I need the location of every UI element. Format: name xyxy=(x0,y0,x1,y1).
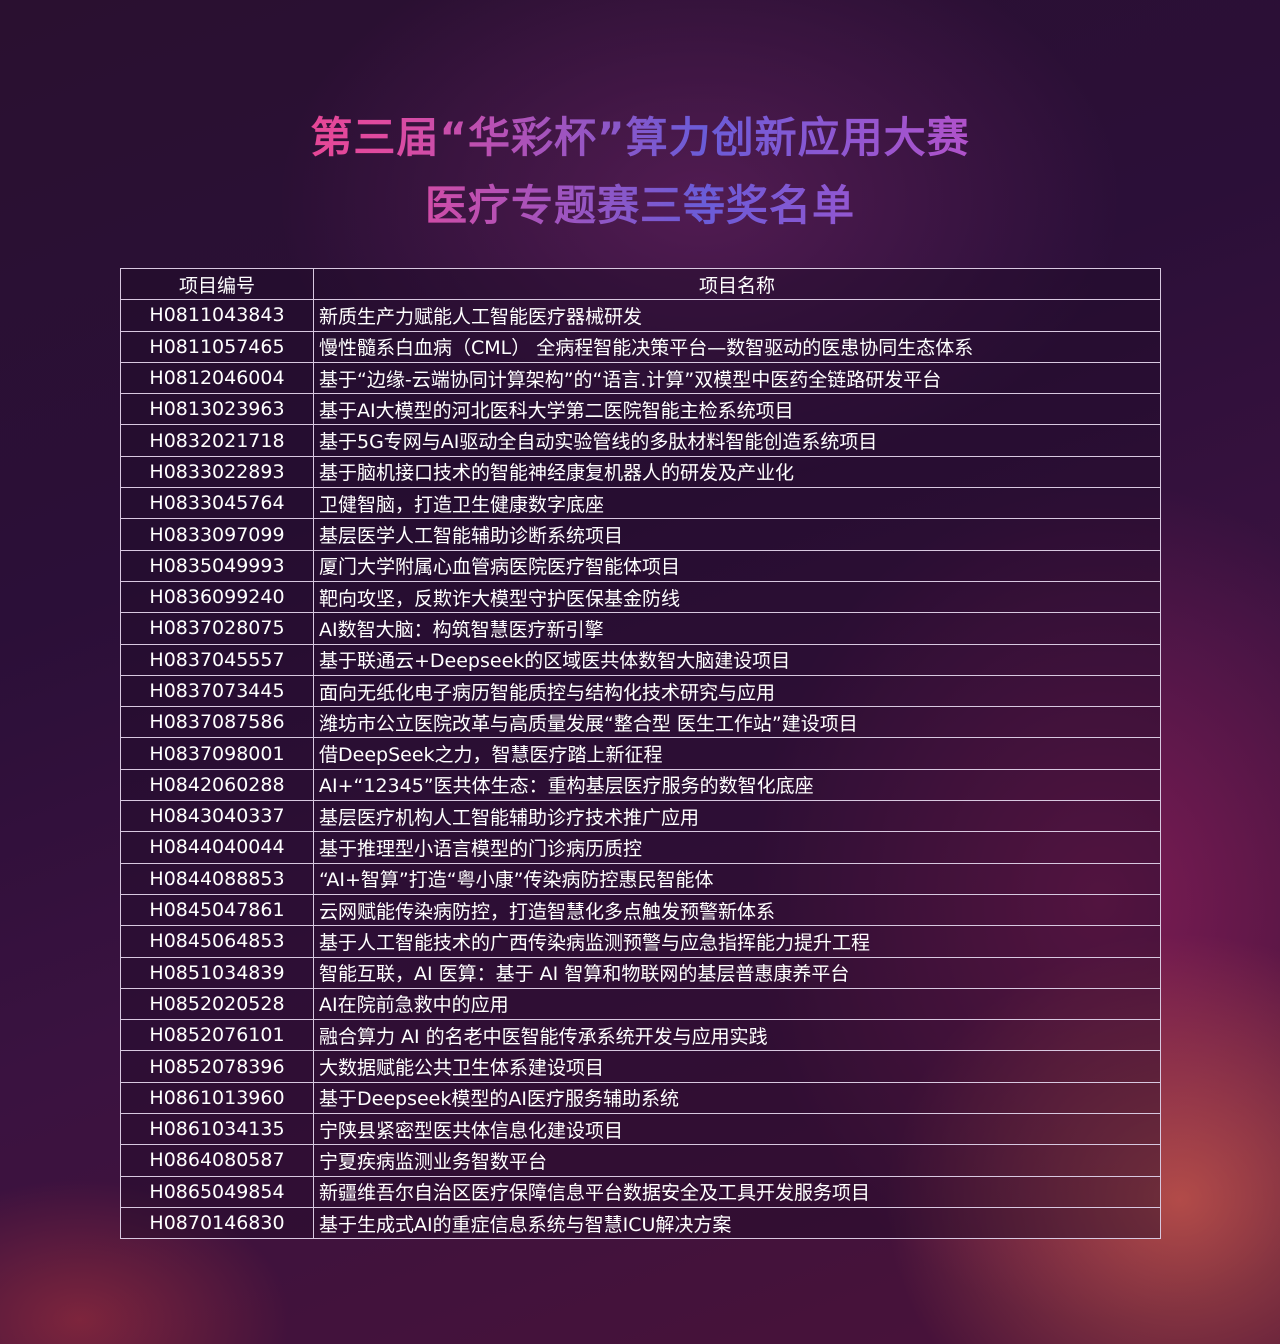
table-row: H0833097099 基层医学人工智能辅助诊断系统项目 xyxy=(120,518,1161,551)
project-name: 基于人工智能技术的广西传染病监测预警与应急指挥能力提升工程 xyxy=(313,925,1161,958)
project-id: H0844088853 xyxy=(120,862,314,895)
project-name: 宁陕县紧密型医共体信息化建设项目 xyxy=(313,1113,1161,1146)
table-row: H0865049854 新疆维吾尔自治区医疗保障信息平台数据安全及工具开发服务项目 xyxy=(120,1175,1161,1208)
project-name: 新质生产力赋能人工智能医疗器械研发 xyxy=(313,299,1161,332)
project-name: 潍坊市公立医院改革与高质量发展“整合型 医生工作站”建设项目 xyxy=(313,706,1161,739)
table-row: H0837087586 潍坊市公立医院改革与高质量发展“整合型 医生工作站”建设项… xyxy=(120,706,1161,739)
table-row: H0851034839 智能互联，AI 医算：基于 AI 智算和物联网的基层普惠康… xyxy=(120,956,1161,989)
table-row: H0837098001 借DeepSeek之力，智慧医疗踏上新征程 xyxy=(120,737,1161,770)
project-name: 基于生成式AI的重症信息系统与智慧ICU解决方案 xyxy=(313,1206,1161,1240)
project-id: H0837073445 xyxy=(120,674,314,708)
project-id: H0813023963 xyxy=(120,393,314,426)
project-name: 基于“边缘-云端协同计算架构”的“语言.计算”双模型中医药全链路研发平台 xyxy=(313,361,1161,395)
project-id: H0835049993 xyxy=(120,549,314,582)
project-id: H0812046004 xyxy=(120,361,314,395)
table-header-row: 项目编号 项目名称 xyxy=(120,267,1161,301)
project-name: 基层医学人工智能辅助诊断系统项目 xyxy=(313,518,1161,551)
project-id: H0837028075 xyxy=(120,612,314,645)
project-name: AI数智大脑：构筑智慧医疗新引擎 xyxy=(313,612,1161,645)
project-id: H0861013960 xyxy=(120,1081,314,1115)
project-name: 慢性髓系白血病（CML） 全病程智能决策平台—数智驱动的医患协同生态体系 xyxy=(313,330,1161,363)
project-id: H0833022893 xyxy=(120,455,314,489)
page-subtitle: 医疗专题赛三等奖名单 xyxy=(0,172,1280,233)
project-id: H0811043843 xyxy=(120,299,314,332)
project-id: H0845064853 xyxy=(120,925,314,958)
project-name: 新疆维吾尔自治区医疗保障信息平台数据安全及工具开发服务项目 xyxy=(313,1175,1161,1208)
table-row: H0861034135 宁陕县紧密型医共体信息化建设项目 xyxy=(120,1113,1161,1146)
project-name: 基于脑机接口技术的智能神经康复机器人的研发及产业化 xyxy=(313,455,1161,489)
table-row: H0835049993 厦门大学附属心血管病医院医疗智能体项目 xyxy=(120,549,1161,582)
table-row: H0812046004 基于“边缘-云端协同计算架构”的“语言.计算”双模型中医药… xyxy=(120,361,1161,395)
project-name: 基于推理型小语言模型的门诊病历质控 xyxy=(313,831,1161,864)
table-row: H0861013960 基于Deepseek模型的AI医疗服务辅助系统 xyxy=(120,1081,1161,1115)
header-project-id: 项目编号 xyxy=(120,267,314,301)
project-name: 宁夏疾病监测业务智数平台 xyxy=(313,1144,1161,1177)
table-row: H0843040337 基层医疗机构人工智能辅助诊疗技术推广应用 xyxy=(120,800,1161,833)
project-id: H0852076101 xyxy=(120,1019,314,1052)
project-name: AI在院前急救中的应用 xyxy=(313,987,1161,1021)
project-id: H0844040044 xyxy=(120,831,314,864)
table-row: H0845064853 基于人工智能技术的广西传染病监测预警与应急指挥能力提升工程 xyxy=(120,925,1161,958)
table-row: H0837045557 基于联通云+Deepseek的区域医共体数智大脑建设项目 xyxy=(120,643,1161,676)
table-row: H0864080587 宁夏疾病监测业务智数平台 xyxy=(120,1144,1161,1177)
project-id: H0833097099 xyxy=(120,518,314,551)
project-name: 基于Deepseek模型的AI医疗服务辅助系统 xyxy=(313,1081,1161,1115)
page-title: 第三届“华彩杯”算力创新应用大赛 xyxy=(0,104,1280,165)
project-name: “AI+智算”打造“粤小康”传染病防控惠民智能体 xyxy=(313,862,1161,895)
project-id: H0836099240 xyxy=(120,580,314,614)
project-id: H0837087586 xyxy=(120,706,314,739)
table-row: H0811043843 新质生产力赋能人工智能医疗器械研发 xyxy=(120,299,1161,332)
table-row: H0842060288 AI+“12345”医共体生态：重构基层医疗服务的数智化底… xyxy=(120,768,1161,802)
table-row: H0852078396 大数据赋能公共卫生体系建设项目 xyxy=(120,1050,1161,1083)
project-id: H0852020528 xyxy=(120,987,314,1021)
project-id: H0865049854 xyxy=(120,1175,314,1208)
project-name: 厦门大学附属心血管病医院医疗智能体项目 xyxy=(313,549,1161,582)
project-id: H0832021718 xyxy=(120,424,314,457)
table-row: H0811057465 慢性髓系白血病（CML） 全病程智能决策平台—数智驱动的医… xyxy=(120,330,1161,363)
table-row: H0837028075 AI数智大脑：构筑智慧医疗新引擎 xyxy=(120,612,1161,645)
project-name: 大数据赋能公共卫生体系建设项目 xyxy=(313,1050,1161,1083)
project-id: H0845047861 xyxy=(120,893,314,927)
project-name: 基于5G专网与AI驱动全自动实验管线的多肽材料智能创造系统项目 xyxy=(313,424,1161,457)
table-row: H0844088853 “AI+智算”打造“粤小康”传染病防控惠民智能体 xyxy=(120,862,1161,895)
project-id: H0852078396 xyxy=(120,1050,314,1083)
table-row: H0837073445 面向无纸化电子病历智能质控与结构化技术研究与应用 xyxy=(120,674,1161,708)
table-row: H0844040044 基于推理型小语言模型的门诊病历质控 xyxy=(120,831,1161,864)
project-id: H0833045764 xyxy=(120,487,314,520)
project-id: H0837045557 xyxy=(120,643,314,676)
project-id: H0842060288 xyxy=(120,768,314,802)
table-row: H0813023963 基于AI大模型的河北医科大学第二医院智能主检系统项目 xyxy=(120,393,1161,426)
project-name: 融合算力 AI 的名老中医智能传承系统开发与应用实践 xyxy=(313,1019,1161,1052)
project-id: H0864080587 xyxy=(120,1144,314,1177)
table-row: H0833022893 基于脑机接口技术的智能神经康复机器人的研发及产业化 xyxy=(120,455,1161,489)
project-name: 基层医疗机构人工智能辅助诊疗技术推广应用 xyxy=(313,800,1161,833)
table-row: H0836099240 靶向攻坚，反欺诈大模型守护医保基金防线 xyxy=(120,580,1161,614)
project-id: H0861034135 xyxy=(120,1113,314,1146)
project-name: 借DeepSeek之力，智慧医疗踏上新征程 xyxy=(313,737,1161,770)
table-row: H0845047861 云网赋能传染病防控，打造智慧化多点触发预警新体系 xyxy=(120,893,1161,927)
table-row: H0833045764 卫健智脑，打造卫生健康数字底座 xyxy=(120,487,1161,520)
header-project-name: 项目名称 xyxy=(313,267,1161,301)
project-name: 面向无纸化电子病历智能质控与结构化技术研究与应用 xyxy=(313,674,1161,708)
project-name: 云网赋能传染病防控，打造智慧化多点触发预警新体系 xyxy=(313,893,1161,927)
table-row: H0832021718 基于5G专网与AI驱动全自动实验管线的多肽材料智能创造系统… xyxy=(120,424,1161,457)
project-id: H0811057465 xyxy=(120,330,314,363)
award-table: 项目编号 项目名称 H0811043843 新质生产力赋能人工智能医疗器械研发 H0… xyxy=(120,267,1161,1240)
table-row: H0852020528 AI在院前急救中的应用 xyxy=(120,987,1161,1021)
project-id: H0870146830 xyxy=(120,1206,314,1240)
project-id: H0837098001 xyxy=(120,737,314,770)
project-name: 卫健智脑，打造卫生健康数字底座 xyxy=(313,487,1161,520)
project-name: 基于AI大模型的河北医科大学第二医院智能主检系统项目 xyxy=(313,393,1161,426)
project-name: AI+“12345”医共体生态：重构基层医疗服务的数智化底座 xyxy=(313,768,1161,802)
project-name: 靶向攻坚，反欺诈大模型守护医保基金防线 xyxy=(313,580,1161,614)
project-name: 基于联通云+Deepseek的区域医共体数智大脑建设项目 xyxy=(313,643,1161,676)
project-name: 智能互联，AI 医算：基于 AI 智算和物联网的基层普惠康养平台 xyxy=(313,956,1161,989)
project-id: H0851034839 xyxy=(120,956,314,989)
table-row: H0870146830 基于生成式AI的重症信息系统与智慧ICU解决方案 xyxy=(120,1206,1161,1240)
table-row: H0852076101 融合算力 AI 的名老中医智能传承系统开发与应用实践 xyxy=(120,1019,1161,1052)
project-id: H0843040337 xyxy=(120,800,314,833)
